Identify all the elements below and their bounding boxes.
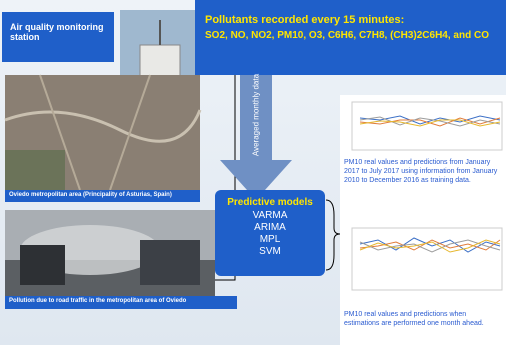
map-caption: Oviedo metropolitan area (Principality o…	[5, 190, 200, 202]
model-name: SVM	[215, 246, 325, 258]
traffic-caption: Pollution due to road traffic in the met…	[5, 296, 237, 309]
pollutants-box: Pollutants recorded every 15 minutes: SO…	[195, 0, 506, 75]
page: Air quality monitoring station Pollutant…	[0, 0, 506, 345]
results-caption: PM10 real values and predictions when es…	[340, 310, 506, 328]
car	[20, 245, 65, 285]
model-name: VARMA	[215, 210, 325, 222]
brace	[326, 200, 340, 270]
results-panel	[340, 95, 506, 345]
arrow-label: Averaged monthly data	[252, 60, 261, 170]
map-green	[5, 150, 65, 190]
car	[140, 240, 200, 285]
models-title: Predictive models	[215, 197, 325, 208]
model-name: ARIMA	[215, 222, 325, 234]
station-box: Air quality monitoring station	[2, 12, 114, 62]
results-caption: PM10 real values and predictions from Ja…	[340, 158, 506, 185]
pollutants-title: Pollutants recorded every 15 minutes:	[205, 14, 496, 26]
model-name: MPL	[215, 234, 325, 246]
pollutants-list: SO2, NO, NO2, PM10, O3, C6H6, C7H8, (CH3…	[205, 30, 496, 41]
